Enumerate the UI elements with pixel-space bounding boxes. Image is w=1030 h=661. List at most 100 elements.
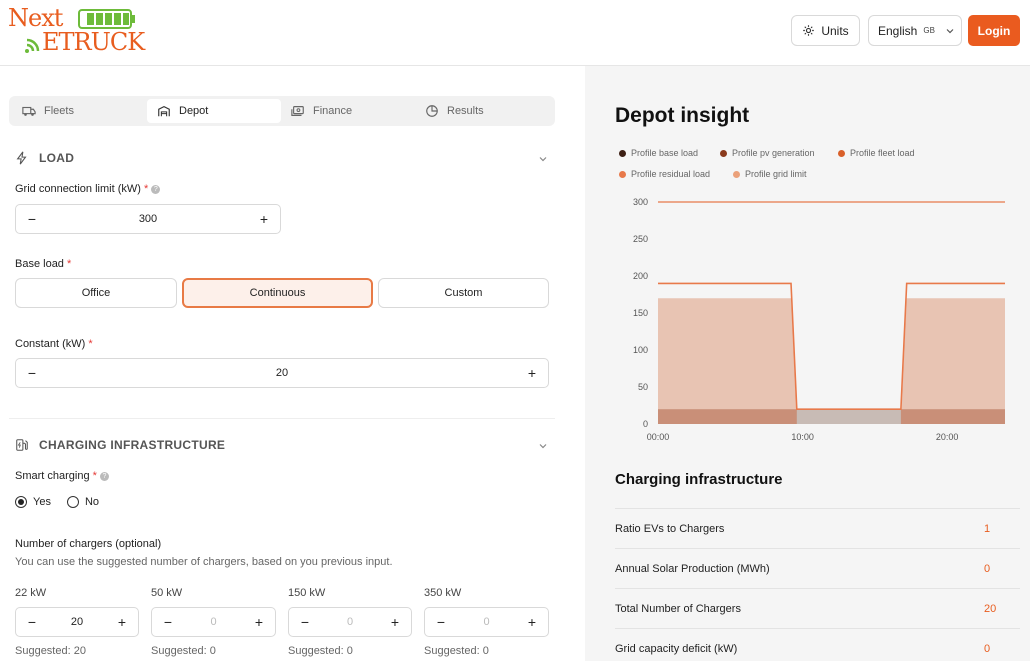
infra-row-label: Annual Solar Production (MWh) — [615, 562, 770, 575]
radio-no[interactable] — [66, 496, 79, 508]
y-tick-label: 100 — [633, 345, 648, 355]
tab-finance[interactable]: Finance — [281, 99, 415, 123]
tab-fleets[interactable]: Fleets — [12, 99, 146, 123]
constant-stepper[interactable]: − 20 + — [15, 358, 549, 388]
tab-label: Finance — [313, 105, 353, 117]
plus-icon[interactable]: + — [527, 614, 537, 630]
minus-icon[interactable]: − — [27, 365, 37, 381]
constant-value[interactable]: 20 — [275, 367, 289, 379]
insight-title: Depot insight — [615, 104, 750, 127]
units-label: Units — [821, 23, 849, 38]
required-marker: * — [67, 258, 72, 270]
battery-icon — [78, 9, 135, 29]
y-tick-label: 250 — [633, 234, 648, 244]
legend-dot — [720, 149, 727, 157]
fleet-load-area — [658, 298, 1005, 424]
load-section-header[interactable]: LOAD — [15, 151, 74, 165]
chargers-hint: You can use the suggested number of char… — [15, 556, 393, 568]
grid-limit-stepper[interactable]: − 300 + — [15, 204, 281, 234]
x-tick-label: 20:00 — [936, 432, 959, 442]
charger-22-stepper[interactable]: − 20 + — [15, 607, 139, 637]
plus-icon[interactable]: + — [117, 614, 127, 630]
tab-depot[interactable]: Depot — [147, 99, 281, 123]
charger-150-suggested: Suggested: 0 — [288, 645, 353, 657]
plus-icon[interactable]: + — [390, 614, 400, 630]
legend-label: Profile pv generation — [732, 148, 815, 158]
units-button[interactable]: Units — [791, 15, 860, 46]
charger-150-value[interactable]: 0 — [346, 616, 354, 628]
help-icon[interactable]: ? — [151, 184, 161, 194]
smart-charging-radio-group: Yes No — [15, 496, 99, 508]
plus-icon[interactable]: + — [254, 614, 264, 630]
legend-fleet-load[interactable]: Profile fleet load — [838, 148, 915, 158]
radio-yes-label[interactable]: Yes — [33, 496, 51, 508]
base-load-option-custom[interactable]: Custom — [378, 278, 549, 308]
legend-grid-limit[interactable]: Profile grid limit — [733, 169, 807, 179]
minus-icon[interactable]: − — [436, 614, 446, 630]
infra-row-solar: Annual Solar Production (MWh) 0 — [615, 548, 1020, 588]
tab-bar: Fleets Depot Finance Results — [9, 96, 555, 126]
chevron-down-icon[interactable] — [537, 440, 549, 452]
grid-limit-label: Grid connection limit (kW) *? — [15, 183, 161, 195]
charger-150-stepper[interactable]: − 0 + — [288, 607, 412, 637]
infra-row-label: Grid capacity deficit (kW) — [615, 642, 738, 655]
legend-pv-generation[interactable]: Profile pv generation — [720, 148, 815, 158]
grid-limit-value[interactable]: 300 — [138, 213, 158, 225]
charging-section-header[interactable]: CHARGING INFRASTRUCTURE — [15, 438, 225, 452]
charger-icon — [16, 439, 28, 451]
chevron-down-icon[interactable] — [537, 153, 549, 165]
charger-350-value[interactable]: 0 — [483, 616, 490, 628]
constant-label-text: Constant (kW) — [15, 338, 86, 350]
required-marker: * — [143, 183, 149, 195]
language-select[interactable]: English GB — [868, 15, 962, 46]
grid-limit-label-text: Grid connection limit (kW) — [15, 183, 141, 195]
chargers-label: Number of chargers (optional) — [15, 538, 162, 550]
tab-label: Fleets — [44, 105, 74, 117]
base-load-option-office[interactable]: Office — [15, 278, 177, 308]
gear-icon — [803, 25, 815, 36]
legend-base-load[interactable]: Profile base load — [619, 148, 698, 158]
infra-row-ratio: Ratio EVs to Chargers 1 — [615, 508, 1020, 548]
logo-text-top: Next — [8, 4, 63, 32]
money-icon — [291, 106, 304, 116]
lightning-icon — [16, 151, 27, 165]
charger-50-label: 50 kW — [151, 587, 183, 599]
radio-no-label[interactable]: No — [84, 496, 100, 508]
smart-charging-label-text: Smart charging — [15, 470, 90, 482]
minus-icon[interactable]: − — [27, 614, 37, 630]
plus-icon[interactable]: + — [527, 365, 537, 381]
infra-row-value: 0 — [984, 642, 991, 655]
login-button[interactable]: Login — [968, 15, 1020, 46]
infra-row-deficit: Grid capacity deficit (kW) 0 — [615, 628, 1020, 661]
legend-residual-load[interactable]: Profile residual load — [619, 169, 710, 179]
charger-350-label: 350 kW — [424, 587, 462, 599]
charger-350-stepper[interactable]: − 0 + — [424, 607, 549, 637]
legend-label: Profile fleet load — [850, 148, 915, 158]
legend-dot — [838, 149, 845, 157]
charger-50-stepper[interactable]: − 0 + — [151, 607, 276, 637]
base-load-option-continuous[interactable]: Continuous — [182, 278, 373, 308]
logo[interactable]: Next ETRUCK — [8, 4, 145, 58]
insight-panel: Depot insight Profile base load Profile … — [585, 66, 1030, 661]
infra-row-label: Ratio EVs to Chargers — [615, 522, 725, 535]
y-tick-label: 200 — [633, 271, 648, 281]
infra-row-value: 1 — [984, 522, 991, 535]
required-marker: * — [92, 470, 97, 482]
tab-label: Results — [447, 105, 484, 117]
charger-22-value[interactable]: 20 — [70, 616, 84, 628]
radio-yes[interactable] — [15, 496, 27, 508]
charger-50-value[interactable]: 0 — [210, 616, 217, 628]
help-icon[interactable]: ? — [99, 471, 109, 481]
x-tick-label: 10:00 — [791, 432, 814, 442]
minus-icon[interactable]: − — [27, 211, 37, 227]
minus-icon[interactable]: − — [300, 614, 310, 630]
minus-icon[interactable]: − — [163, 614, 173, 630]
wifi-icon — [25, 38, 40, 53]
config-panel: Fleets Depot Finance Results LOAD Grid c… — [0, 66, 585, 661]
residual-load-line — [658, 282, 1005, 410]
y-tick-label: 0 — [643, 419, 648, 429]
plus-icon[interactable]: + — [259, 211, 269, 227]
header: Next ETRUCK Units English GB Logi — [0, 0, 1030, 66]
required-marker: * — [88, 338, 93, 350]
tab-results[interactable]: Results — [415, 99, 549, 123]
